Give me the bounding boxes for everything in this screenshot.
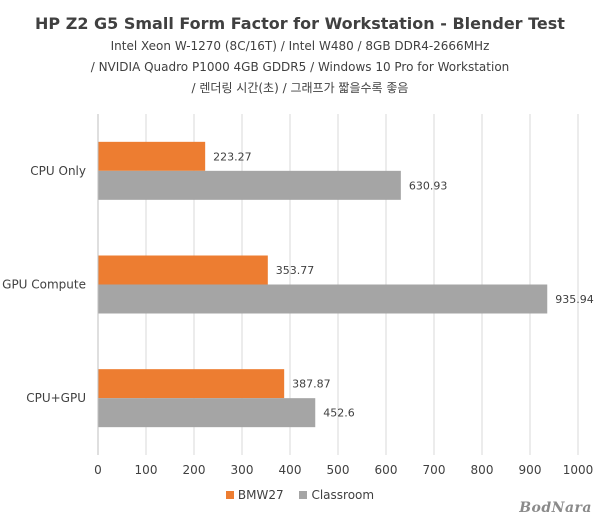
- x-tick-label-800: 800: [471, 463, 494, 477]
- watermark-logo: BodNara: [519, 500, 592, 516]
- category-label-cpu-gpu: CPU+GPU: [26, 391, 86, 405]
- chart-title: HP Z2 G5 Small Form Factor for Workstati…: [35, 14, 565, 33]
- legend-swatch-bmw27: [225, 491, 234, 499]
- data-label-bmw27-cpu-gpu: 387.87: [292, 378, 331, 391]
- x-tick-label-900: 900: [519, 463, 542, 477]
- category-label-gpu-compute: GPU Compute: [2, 278, 86, 292]
- chart-subtitle-line-2: / NVIDIA Quadro P1000 4GB GDDR5 / Window…: [90, 60, 510, 74]
- x-tick-label-100: 100: [135, 463, 158, 477]
- category-label-cpu-only: CPU Only: [30, 164, 86, 178]
- bar-classroom-cpu-gpu: [98, 398, 316, 428]
- data-label-bmw27-cpu-only: 223.27: [213, 150, 252, 163]
- legend-item-classroom: Classroom: [299, 488, 374, 502]
- legend-swatch-classroom: [299, 491, 308, 499]
- legend-item-bmw27: BMW27: [225, 488, 284, 502]
- bar-bmw27-gpu-compute: [98, 255, 268, 285]
- chart-subtitle-line-3: / 렌더링 시간(초) / 그래프가 짧을수록 좋음: [191, 81, 409, 95]
- data-label-bmw27-gpu-compute: 353.77: [276, 264, 315, 277]
- bar-classroom-cpu-only: [98, 170, 401, 200]
- x-tick-label-500: 500: [327, 463, 350, 477]
- x-tick-label-0: 0: [94, 463, 102, 477]
- x-tick-label-300: 300: [231, 463, 254, 477]
- x-tick-label-600: 600: [375, 463, 398, 477]
- legend: BMW27 Classroom: [0, 488, 600, 502]
- x-tick-label-700: 700: [423, 463, 446, 477]
- x-tick-label-400: 400: [279, 463, 302, 477]
- x-tick-label-200: 200: [183, 463, 206, 477]
- bar-bmw27-cpu-only: [98, 141, 206, 171]
- data-label-classroom-gpu-compute: 935.94: [555, 293, 594, 306]
- chart-subtitle-line-1: Intel Xeon W-1270 (8C/16T) / Intel W480 …: [110, 39, 490, 53]
- data-label-classroom-cpu-gpu: 452.6: [323, 407, 355, 420]
- bar-classroom-gpu-compute: [98, 284, 548, 314]
- bar-bmw27-cpu-gpu: [98, 369, 285, 399]
- title-block: HP Z2 G5 Small Form Factor for Workstati…: [0, 0, 600, 99]
- data-label-classroom-cpu-only: 630.93: [409, 179, 448, 192]
- legend-label-bmw27: BMW27: [237, 488, 284, 502]
- legend-label-classroom: Classroom: [311, 488, 375, 502]
- x-tick-label-1000: 1000: [563, 463, 594, 477]
